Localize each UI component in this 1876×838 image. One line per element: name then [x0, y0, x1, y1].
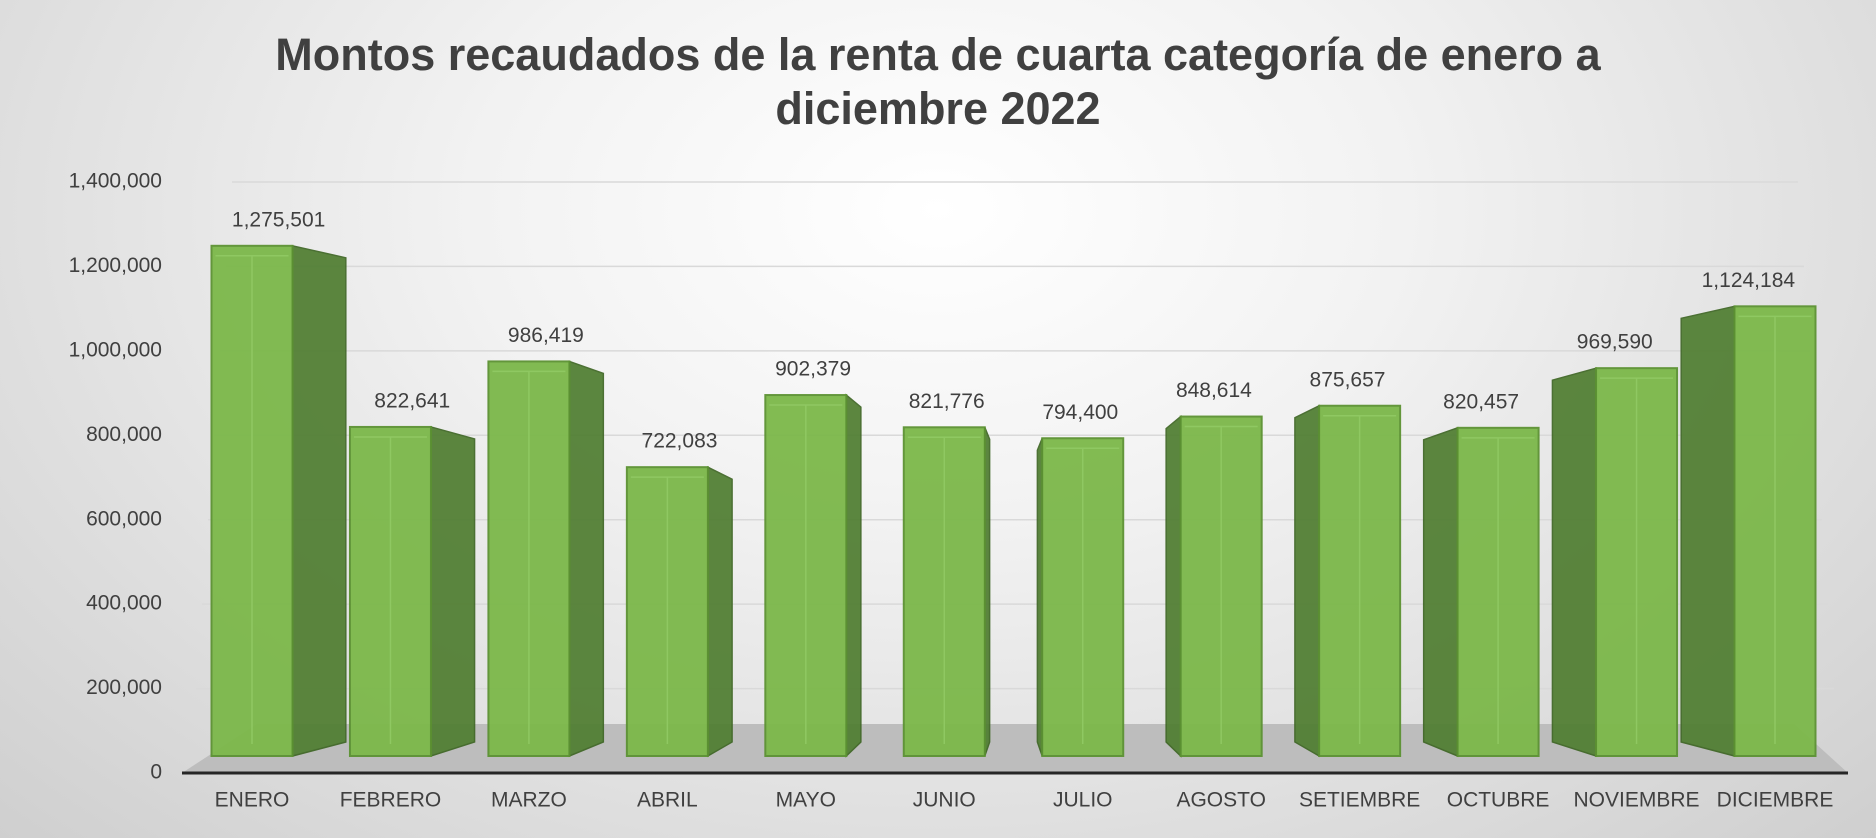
value-label: 986,419: [508, 324, 584, 347]
x-tick-label: ABRIL: [637, 789, 698, 812]
bar-side: [1680, 305, 1736, 757]
x-tick-label: ENERO: [215, 789, 290, 812]
bar-side: [1422, 426, 1459, 758]
x-tick-label: MAYO: [776, 789, 836, 812]
value-label: 969,590: [1577, 331, 1653, 354]
bar-side: [1294, 404, 1320, 758]
y-tick-label: 1,200,000: [69, 254, 162, 277]
y-tick-label: 1,000,000: [69, 338, 162, 361]
bar-side: [291, 244, 347, 757]
y-tick-label: 200,000: [86, 676, 162, 699]
x-tick-label: JUNIO: [913, 789, 976, 812]
x-tick-label: AGOSTO: [1176, 789, 1265, 812]
value-label: 722,083: [642, 430, 718, 453]
bar-side: [1165, 414, 1182, 758]
y-tick-label: 0: [150, 761, 162, 784]
x-tick-label: OCTUBRE: [1447, 789, 1550, 812]
y-tick-label: 800,000: [86, 423, 162, 446]
value-label: 821,776: [909, 390, 985, 413]
bar-side: [1551, 367, 1597, 758]
x-tick-label: SETIEMBRE: [1299, 789, 1420, 812]
value-label: 1,275,501: [232, 208, 325, 231]
y-tick-label: 1,400,000: [69, 170, 162, 193]
bar-side: [845, 393, 862, 758]
bar-side: [707, 465, 733, 758]
value-label: 820,457: [1443, 390, 1519, 413]
value-label: 794,400: [1042, 401, 1118, 424]
x-tick-label: FEBRERO: [340, 789, 442, 812]
value-label: 822,641: [374, 389, 450, 412]
bar-side: [568, 360, 605, 758]
y-tick-label: 400,000: [86, 592, 162, 615]
chart-title: Montos recaudados de la renta de cuarta …: [275, 29, 1601, 134]
value-label: 848,614: [1176, 379, 1252, 402]
y-tick-label: 600,000: [86, 507, 162, 530]
x-tick-label: JULIO: [1053, 789, 1113, 812]
value-label: 902,379: [775, 358, 851, 381]
x-tick-label: MARZO: [491, 789, 567, 812]
bar-side: [430, 425, 476, 758]
x-tick-label: NOVIEMBRE: [1574, 789, 1700, 812]
value-label: 1,124,184: [1702, 269, 1796, 292]
value-label: 875,657: [1310, 368, 1386, 391]
x-tick-label: DICIEMBRE: [1717, 789, 1834, 812]
